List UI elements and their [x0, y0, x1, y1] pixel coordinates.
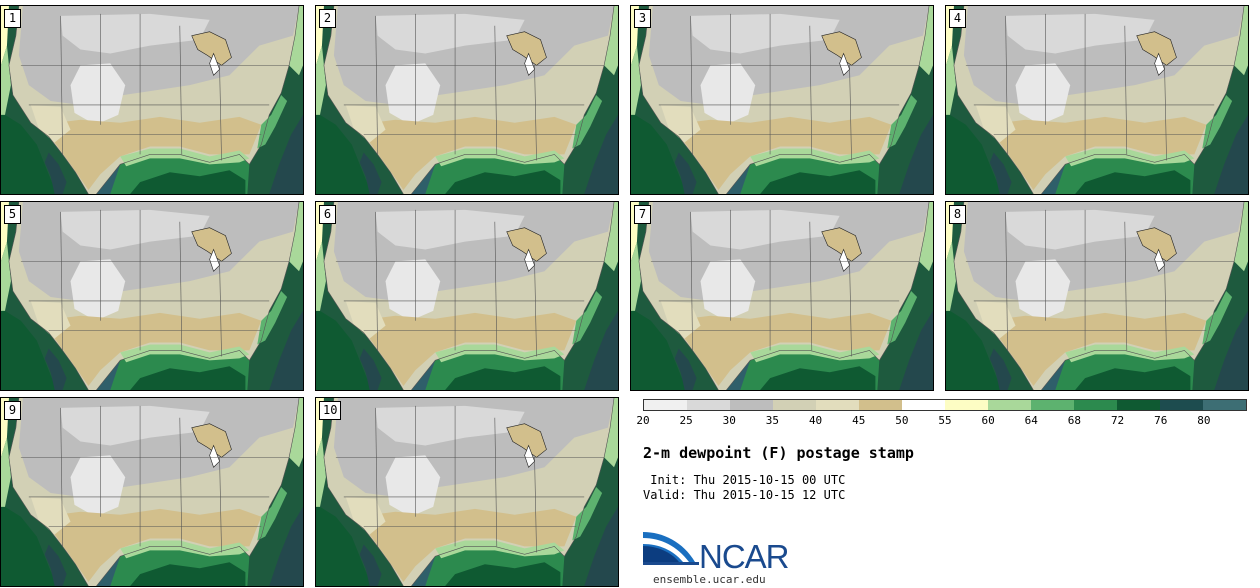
colorbar-segment — [687, 400, 730, 410]
dewpoint-map — [1, 398, 303, 586]
panel-number: 10 — [319, 401, 342, 420]
dewpoint-map — [946, 6, 1248, 194]
panel-number: 2 — [319, 9, 336, 28]
postage-stamp-panel: 2 — [315, 5, 619, 195]
colorbar-segment — [859, 400, 902, 410]
colorbar-tick-label: 64 — [1024, 414, 1038, 427]
dewpoint-map — [1, 202, 303, 390]
colorbar-segment — [1031, 400, 1074, 410]
postage-stamp-panel: 10 — [315, 397, 619, 587]
colorbar-tick-label: 72 — [1110, 414, 1125, 427]
panel-number: 1 — [4, 9, 21, 28]
colorbar-segment — [773, 400, 816, 410]
panel-number: 8 — [949, 205, 966, 224]
panel-number: 3 — [634, 9, 651, 28]
colorbar-segment — [945, 400, 988, 410]
dewpoint-map — [946, 202, 1248, 390]
dewpoint-map — [316, 6, 618, 194]
website-url: ensemble.ucar.edu — [653, 573, 766, 586]
panel-number: 5 — [4, 205, 21, 224]
panel-number: 7 — [634, 205, 651, 224]
colorbar-tick-label: 20 — [636, 414, 650, 427]
colorbar-tick-labels: 20 25 30 35 40 45 50 55 60 64 68 72 76 80 — [636, 414, 1247, 430]
postage-stamp-panel: 6 — [315, 201, 619, 391]
init-time: Init: Thu 2015-10-15 00 UTC — [643, 473, 846, 487]
postage-stamp-panel: 3 — [630, 5, 934, 195]
colorbar-segment — [1203, 400, 1246, 410]
colorbar-segment — [1117, 400, 1160, 410]
dewpoint-map — [631, 6, 933, 194]
postage-stamp-panel: 8 — [945, 201, 1249, 391]
colorbar-tick-label: 55 — [938, 414, 952, 427]
colorbar-tick-label: 50 — [895, 414, 909, 427]
colorbar-tick-label: 76 — [1154, 414, 1168, 427]
colorbar-tick-label: 30 — [722, 414, 736, 427]
postage-stamp-panel: 4 — [945, 5, 1249, 195]
ncar-logo-text: NCAR — [699, 538, 790, 575]
dewpoint-map — [316, 202, 618, 390]
panel-number: 6 — [319, 205, 336, 224]
colorbar-segment — [816, 400, 859, 410]
dewpoint-map — [316, 398, 618, 586]
colorbar-segment — [1074, 400, 1117, 410]
colorbar-tick-label: 25 — [679, 414, 693, 427]
colorbar-tick-label: 68 — [1067, 414, 1082, 427]
postage-stamp-panel: 1 — [0, 5, 304, 195]
colorbar-tick-label: 45 — [852, 414, 866, 427]
colorbar-tick-label: 80 — [1197, 414, 1211, 427]
colorbar — [643, 399, 1247, 411]
colorbar-segment — [730, 400, 773, 410]
panel-number: 9 — [4, 401, 21, 420]
colorbar-segment — [1160, 400, 1203, 410]
colorbar-segment — [988, 400, 1031, 410]
colorbar-tick-label: 60 — [981, 414, 995, 427]
chart-title: 2-m dewpoint (F) postage stamp — [643, 444, 914, 462]
valid-time: Valid: Thu 2015-10-15 12 UTC — [643, 488, 846, 502]
colorbar-tick-label: 40 — [808, 414, 823, 427]
panel-number: 4 — [949, 9, 966, 28]
dewpoint-map — [1, 6, 303, 194]
colorbar-segment — [902, 400, 945, 410]
colorbar-tick-label: 35 — [765, 414, 780, 427]
postage-stamp-panel: 9 — [0, 397, 304, 587]
ncar-logo-icon — [643, 532, 699, 565]
postage-stamp-panel: 7 — [630, 201, 934, 391]
colorbar-segment — [644, 400, 687, 410]
postage-stamp-panel: 5 — [0, 201, 304, 391]
dewpoint-map — [631, 202, 933, 390]
